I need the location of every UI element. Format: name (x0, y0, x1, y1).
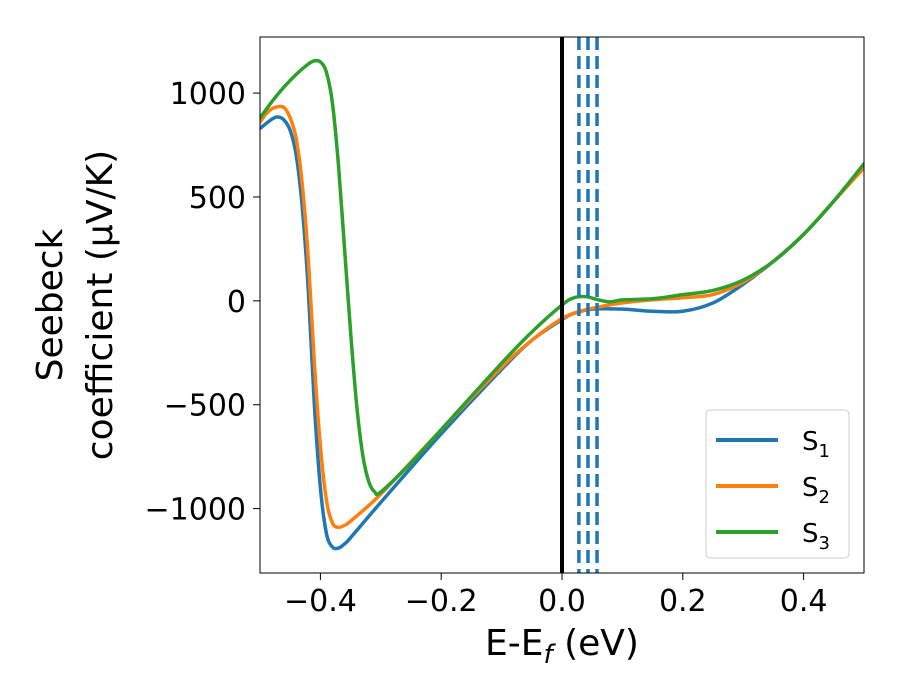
y-tick-label: 500 (189, 181, 246, 216)
y-axis-title-line2: coefficient (μV/K) (80, 150, 121, 460)
y-axis-title-line1: Seebeck (30, 228, 71, 381)
y-tick-label: 1000 (170, 77, 246, 112)
legend-label-s1: S1 (802, 427, 830, 462)
y-axis-title: Seebeck coefficient (μV/K) (30, 150, 121, 460)
x-tick-label: 0.0 (538, 584, 586, 619)
series-line-s2 (260, 104, 864, 530)
legend-label-s3: S3 (802, 519, 830, 554)
y-tick-label: 0 (227, 285, 246, 320)
legend-label-s2: S2 (802, 473, 830, 508)
plot-area (260, 37, 864, 573)
y-tick-label: −1000 (145, 493, 246, 528)
x-tick-label: −0.2 (405, 584, 478, 619)
axis-ticks: −0.4 −0.2 0.0 0.2 0.4 −1000 −500 0 500 1000 (145, 77, 828, 619)
x-axis-title-unit: (eV) (553, 623, 639, 664)
x-axis-title-main: E-E (485, 623, 543, 664)
x-axis-title: E-Ef (eV) (485, 623, 639, 670)
y-tick-label: −500 (164, 389, 246, 424)
legend: S1 S2 S3 (705, 409, 850, 559)
series-line-s3 (260, 58, 864, 497)
series-line-s1 (260, 115, 864, 551)
x-tick-label: 0.2 (659, 584, 707, 619)
x-tick-label: −0.4 (284, 584, 357, 619)
x-tick-label: 0.4 (780, 584, 828, 619)
